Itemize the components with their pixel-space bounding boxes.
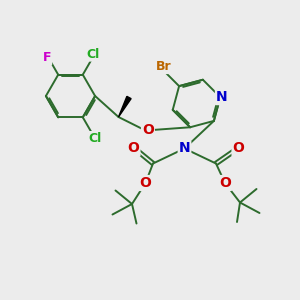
- Text: N: N: [179, 142, 190, 155]
- Text: Br: Br: [155, 60, 171, 73]
- Text: F: F: [43, 51, 51, 64]
- Text: O: O: [219, 176, 231, 190]
- Text: O: O: [142, 124, 154, 137]
- Text: N: N: [216, 90, 228, 104]
- Text: O: O: [232, 142, 244, 155]
- Polygon shape: [118, 96, 131, 117]
- Text: O: O: [140, 176, 152, 190]
- Text: Cl: Cl: [88, 132, 101, 145]
- Text: Cl: Cl: [87, 48, 100, 61]
- Text: O: O: [128, 142, 140, 155]
